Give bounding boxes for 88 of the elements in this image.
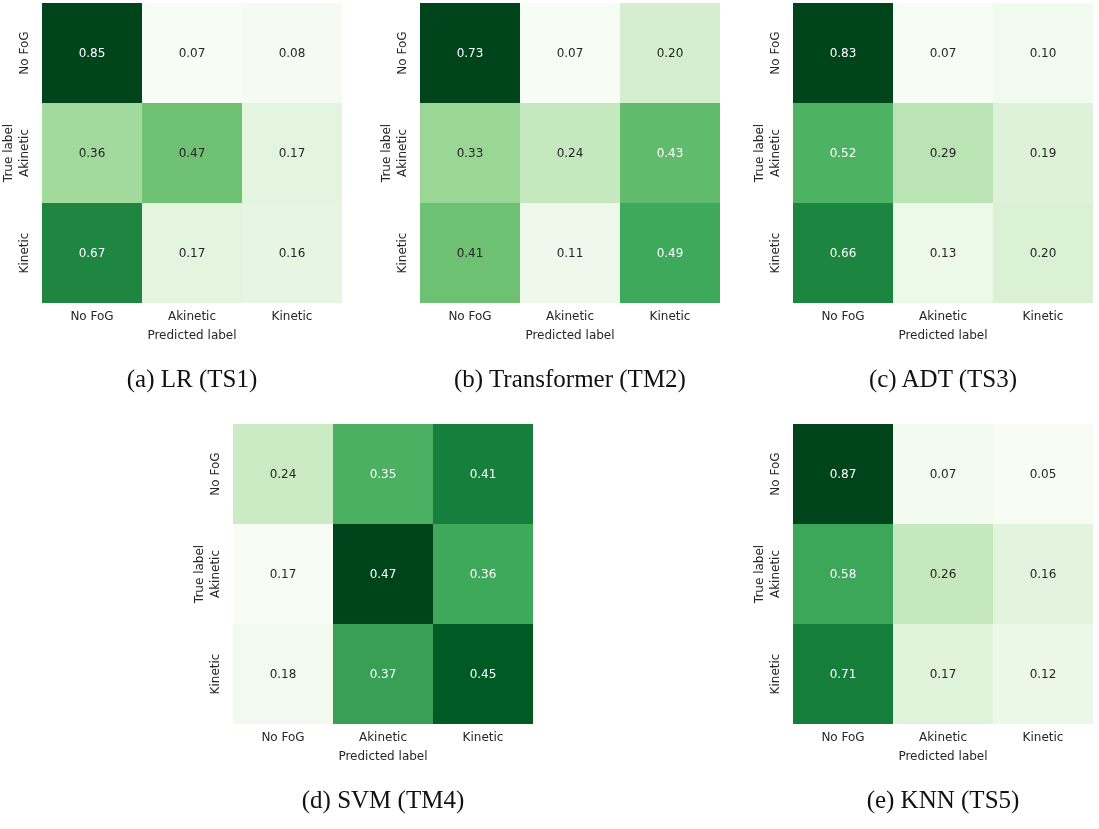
data-label: 0.17 bbox=[269, 567, 297, 581]
x-tick-label: Kinetic bbox=[1022, 308, 1064, 323]
data-label: 0.58 bbox=[829, 567, 857, 581]
y-tick-label: No FoG bbox=[208, 452, 222, 496]
y-axis-title: True label bbox=[192, 544, 207, 605]
data-label: 0.19 bbox=[1029, 146, 1057, 160]
x-axis-title: Predicted label bbox=[898, 328, 988, 342]
x-tick-label: No FoG bbox=[70, 308, 114, 323]
data-label: 0.16 bbox=[1029, 567, 1057, 581]
text: (b) Transformer (TM2) bbox=[453, 365, 687, 393]
x-tick-label: Akinetic bbox=[918, 729, 968, 744]
y-tick-label: No FoG bbox=[17, 31, 31, 75]
y-tick-label: Akinetic bbox=[395, 128, 409, 178]
data-label: 0.08 bbox=[278, 46, 306, 60]
x-axis-title: Predicted label bbox=[525, 328, 615, 342]
data-label: 0.83 bbox=[829, 46, 857, 60]
data-label: 0.35 bbox=[369, 467, 397, 481]
y-tick-label: Akinetic bbox=[17, 128, 31, 178]
data-label: 0.66 bbox=[829, 246, 857, 260]
data-label: 0.41 bbox=[469, 467, 497, 481]
data-label: 0.41 bbox=[456, 246, 484, 260]
data-label: 0.52 bbox=[829, 146, 857, 160]
data-label: 0.71 bbox=[829, 667, 857, 681]
y-tick-label: No FoG bbox=[768, 452, 782, 496]
y-axis-title: True label bbox=[752, 544, 767, 605]
text: (d) SVM (TM4) bbox=[300, 786, 466, 814]
y-tick-label: No FoG bbox=[768, 31, 782, 75]
data-label: 0.12 bbox=[1029, 667, 1057, 681]
y-tick-label: Kinetic bbox=[208, 653, 222, 695]
x-tick-label: No FoG bbox=[821, 308, 865, 323]
x-axis-title: Predicted label bbox=[147, 328, 237, 342]
data-label: 0.18 bbox=[269, 667, 297, 681]
data-label: 0.37 bbox=[369, 667, 397, 681]
y-axis-title: True label bbox=[379, 123, 394, 184]
data-label: 0.26 bbox=[929, 567, 957, 581]
y-tick-label: Akinetic bbox=[768, 549, 782, 599]
data-label: 0.13 bbox=[929, 246, 957, 260]
data-label: 0.16 bbox=[278, 246, 306, 260]
data-label: 0.20 bbox=[1029, 246, 1057, 260]
y-axis-title: True label bbox=[1, 123, 16, 184]
data-label: 0.07 bbox=[556, 46, 584, 60]
x-axis-title: Predicted label bbox=[898, 749, 988, 763]
data-label: 0.87 bbox=[829, 467, 857, 481]
x-tick-label: No FoG bbox=[261, 729, 305, 744]
data-label: 0.67 bbox=[78, 246, 106, 260]
data-label: 0.17 bbox=[278, 146, 306, 160]
data-label: 0.11 bbox=[556, 246, 584, 260]
y-tick-label: No FoG bbox=[395, 31, 409, 75]
text: (c) ADT (TS3) bbox=[867, 365, 1019, 393]
data-label: 0.85 bbox=[78, 46, 106, 60]
data-label: 0.36 bbox=[78, 146, 106, 160]
data-label: 0.43 bbox=[656, 146, 684, 160]
data-label: 0.45 bbox=[469, 667, 497, 681]
data-label: 0.24 bbox=[556, 146, 584, 160]
data-label: 0.20 bbox=[656, 46, 684, 60]
data-label: 0.47 bbox=[178, 146, 206, 160]
y-tick-label: Kinetic bbox=[395, 232, 409, 274]
data-label: 0.05 bbox=[1029, 467, 1057, 481]
y-tick-label: Kinetic bbox=[768, 653, 782, 695]
data-label: 0.17 bbox=[929, 667, 957, 681]
data-label: 0.17 bbox=[178, 246, 206, 260]
y-tick-label: Akinetic bbox=[768, 128, 782, 178]
y-tick-label: Kinetic bbox=[768, 232, 782, 274]
data-label: 0.07 bbox=[929, 467, 957, 481]
x-tick-label: No FoG bbox=[448, 308, 492, 323]
x-tick-label: Kinetic bbox=[271, 308, 313, 323]
x-tick-label: Akinetic bbox=[918, 308, 968, 323]
data-label: 0.07 bbox=[178, 46, 206, 60]
data-label: 0.36 bbox=[469, 567, 497, 581]
data-label: 0.49 bbox=[656, 246, 684, 260]
x-tick-label: Kinetic bbox=[1022, 729, 1064, 744]
data-label: 0.24 bbox=[269, 467, 297, 481]
data-label: 0.33 bbox=[456, 146, 484, 160]
data-label: 0.29 bbox=[929, 146, 957, 160]
x-tick-label: Kinetic bbox=[462, 729, 504, 744]
text: (a) LR (TS1) bbox=[125, 365, 259, 393]
data-label: 0.07 bbox=[929, 46, 957, 60]
x-tick-label: Akinetic bbox=[545, 308, 595, 323]
data-label: 0.73 bbox=[456, 46, 484, 60]
x-axis-title: Predicted label bbox=[338, 749, 428, 763]
data-label: 0.10 bbox=[1029, 46, 1057, 60]
y-axis-title: True label bbox=[752, 123, 767, 184]
y-tick-label: Akinetic bbox=[208, 549, 222, 599]
data-label: 0.47 bbox=[369, 567, 397, 581]
x-tick-label: Kinetic bbox=[649, 308, 691, 323]
y-tick-label: Kinetic bbox=[17, 232, 31, 274]
text: (e) KNN (TS5) bbox=[865, 786, 1021, 814]
x-tick-label: No FoG bbox=[821, 729, 865, 744]
